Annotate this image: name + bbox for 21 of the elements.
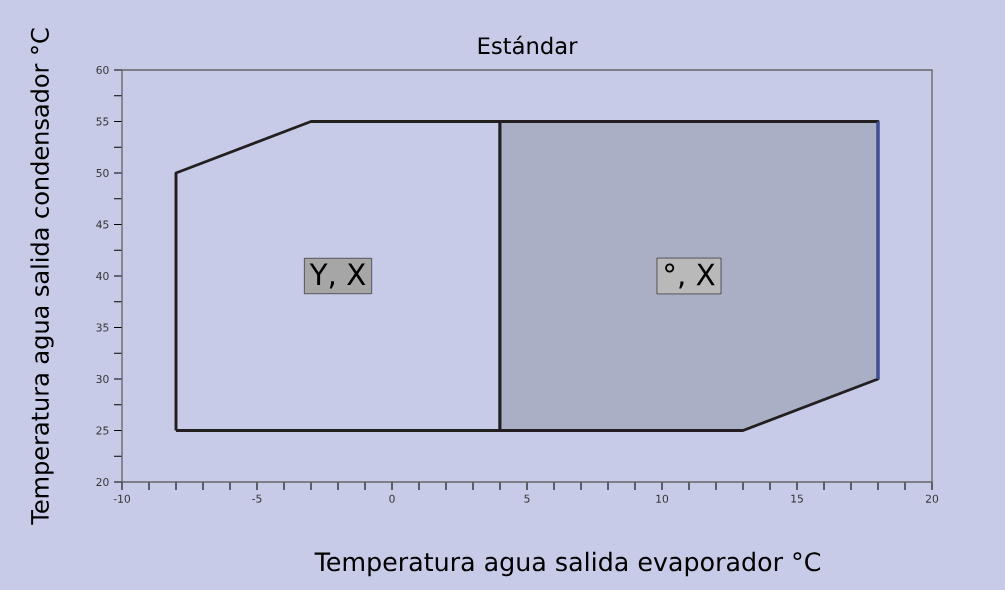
- annotation: °, X: [665, 263, 715, 289]
- x-tick-label: 5: [524, 494, 530, 503]
- y-tick-label: 55: [96, 117, 109, 126]
- x-tick-label: 15: [791, 494, 803, 503]
- y-tick-label: 25: [96, 426, 109, 435]
- x-tick-label: 10: [656, 494, 669, 503]
- x-axis-title: Temperatura agua salida evaporador °C: [314, 551, 821, 577]
- y-tick-label: 60: [96, 65, 109, 75]
- x-tick-label: 20: [926, 494, 939, 503]
- annotation: Y, X: [309, 263, 366, 289]
- y-tick-label: 35: [96, 323, 109, 332]
- y-axis-title: Temperatura agua salida condensador °C: [30, 28, 54, 525]
- x-tick-label: 0: [389, 494, 395, 503]
- x-tick-label: -10: [113, 494, 131, 503]
- x-tick-label: -5: [252, 494, 262, 503]
- chart-title: Estándar: [478, 35, 578, 55]
- y-tick-label: 40: [96, 271, 109, 281]
- y-tick-label: 45: [96, 220, 109, 229]
- y-tick-label: 50: [96, 168, 109, 178]
- y-tick-label: 20: [96, 477, 109, 487]
- y-tick-label: 30: [96, 374, 109, 384]
